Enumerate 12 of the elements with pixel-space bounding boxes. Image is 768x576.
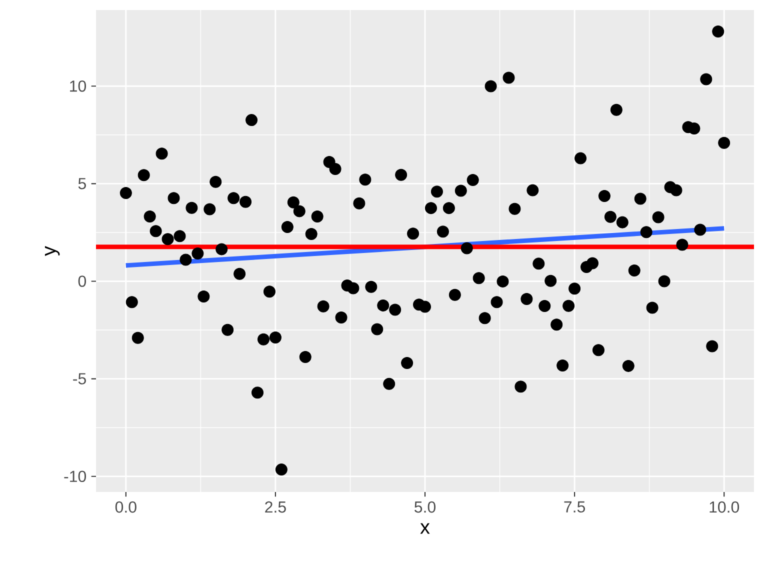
x-tick-label: 2.5 <box>265 501 286 513</box>
x-tick-label: 0.0 <box>115 501 136 513</box>
x-tick-label: 5.0 <box>414 501 436 513</box>
y-tick-label: 0 <box>78 276 86 287</box>
y-tick-label: -5 <box>73 373 86 384</box>
y-tick-label: -10 <box>64 470 86 482</box>
y-axis-title: y <box>44 246 60 256</box>
y-tick-label: 10 <box>70 80 86 92</box>
y-tick-label: 5 <box>78 178 86 190</box>
x-tick-label: 7.5 <box>564 501 585 513</box>
x-axis-title: x <box>420 523 430 534</box>
x-tick-label: 10.0 <box>710 501 740 513</box>
